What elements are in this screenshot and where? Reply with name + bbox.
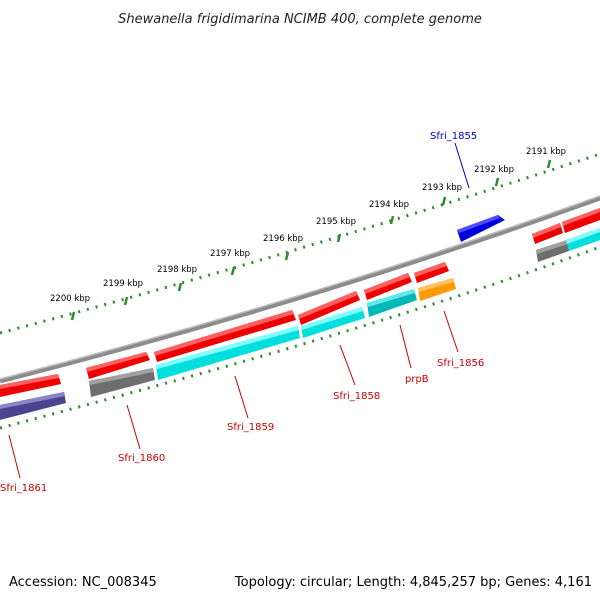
gene-label: prpB — [405, 374, 429, 385]
cds-Sfri_1861[interactable] — [0, 392, 66, 420]
tick-label: 2191 kbp — [526, 147, 566, 157]
gene-prpB[interactable] — [364, 273, 412, 300]
gene-label: Sfri_1860 — [118, 453, 165, 464]
tick-label: 2194 kbp — [369, 200, 409, 210]
cds-Sfri_1860[interactable] — [89, 368, 155, 397]
gene-label: Sfri_1861 — [0, 483, 47, 494]
gene-right-1[interactable] — [532, 223, 563, 244]
gene-Sfri_1860[interactable] — [86, 352, 150, 379]
gene-Sfri_1855[interactable] — [457, 215, 505, 242]
gene-Sfri_1858[interactable] — [298, 291, 360, 325]
gene-right-2[interactable] — [562, 208, 600, 233]
gene-label: Sfri_1858 — [333, 391, 380, 402]
cds-Sfri_1856[interactable] — [418, 278, 456, 301]
tick-label: 2200 kbp — [50, 294, 90, 304]
genome-title: Shewanella frigidimarina NCIMB 400, comp… — [118, 12, 482, 27]
cds-prpB[interactable] — [367, 289, 417, 317]
gene-labels: Sfri_1855 Sfri_1856 prpB Sfri_1858 Sfri_… — [0, 131, 484, 494]
cds-Sfri_1859[interactable] — [156, 326, 300, 380]
genome-backbone — [0, 195, 600, 384]
gene-label: Sfri_1859 — [227, 422, 274, 433]
accession-label: Accession: NC_008345 — [9, 575, 157, 590]
gene-label: Sfri_1855 — [430, 131, 477, 142]
tick-label: 2199 kbp — [103, 279, 143, 289]
tick-label: 2198 kbp — [157, 265, 197, 275]
leader-lines — [8, 142, 470, 479]
gene-Sfri_1861[interactable] — [0, 374, 61, 397]
cds-right-cyan[interactable] — [566, 228, 600, 251]
cds-right-gray[interactable] — [536, 240, 569, 262]
tick-label: 2195 kbp — [316, 217, 356, 227]
genome-summary: Topology: circular; Length: 4,845,257 bp… — [234, 575, 592, 590]
gene-label: Sfri_1856 — [437, 358, 484, 369]
tick-label: 2192 kbp — [474, 165, 514, 175]
tick-label: 2196 kbp — [263, 234, 303, 244]
inner-tick-track — [0, 245, 600, 430]
gene-Sfri_1856[interactable] — [414, 262, 449, 283]
tick-label: 2193 kbp — [422, 183, 462, 193]
major-ticks — [70, 159, 552, 321]
tick-label: 2197 kbp — [210, 249, 250, 259]
gene-Sfri_1859[interactable] — [154, 310, 296, 362]
tick-labels: 2200 kbp 2199 kbp 2198 kbp 2197 kbp 2196… — [50, 147, 566, 304]
cds-Sfri_1858[interactable] — [301, 307, 365, 338]
